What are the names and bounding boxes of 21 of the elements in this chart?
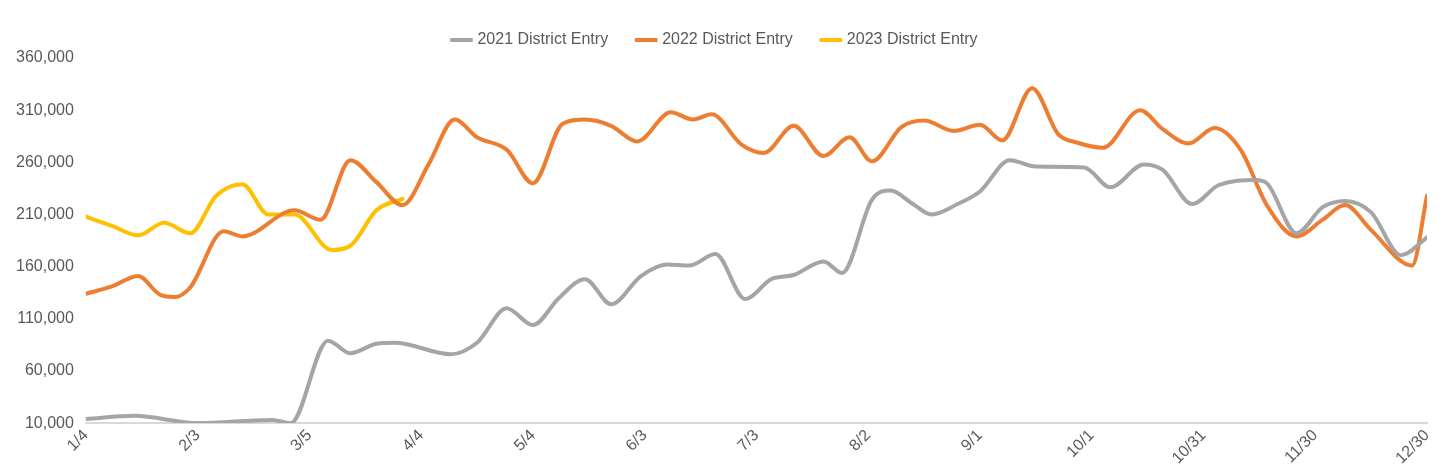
y-tick-label: 160,000: [15, 257, 74, 275]
legend-label: 2021 District Entry: [477, 30, 609, 48]
line-series: [85, 182, 405, 252]
x-tick-label: 10/1: [1062, 426, 1098, 461]
x-tick-label: 7/3: [733, 426, 762, 454]
y-tick-label: 210,000: [15, 204, 74, 222]
y-tick-label: 60,000: [24, 361, 74, 379]
y-tick-label: 260,000: [15, 152, 74, 170]
y-tick-label: 110,000: [17, 309, 74, 327]
x-tick-label: 2/3: [175, 426, 203, 454]
legend-label: 2023 District Entry: [846, 30, 978, 48]
x-tick-label: 8/2: [845, 426, 874, 454]
y-tick-label: 310,000: [15, 100, 74, 118]
y-tick-label: 10,000: [24, 413, 74, 431]
y-tick-label: 360,000: [15, 48, 74, 66]
x-tick-label: 3/5: [286, 426, 315, 454]
x-tick-label: 9/1: [957, 426, 986, 454]
x-tick-label: 5/4: [510, 426, 539, 454]
x-tick-label: 4/4: [398, 426, 427, 454]
legend-label: 2022 District Entry: [662, 30, 793, 48]
x-tick-label: 6/3: [622, 426, 650, 454]
